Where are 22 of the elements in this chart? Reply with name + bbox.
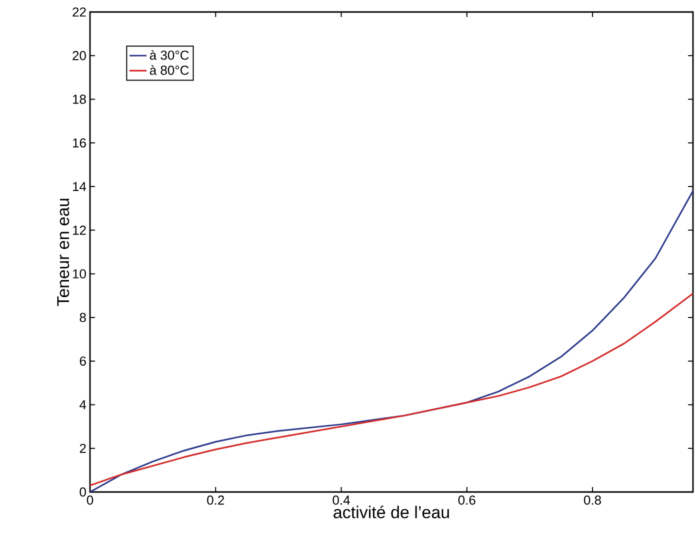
y-tick-label: 18 [72, 94, 86, 104]
y-tick-label: 12 [72, 226, 86, 235]
x-tick-label: 0.6 [458, 496, 476, 505]
y-axis-title: Teneur en eau [57, 198, 70, 306]
legend-label: à 30°C [150, 50, 189, 60]
y-tick-label: 8 [80, 312, 86, 322]
y-tick-label: 22 [72, 7, 86, 17]
y-tick-label: 0 [80, 487, 86, 497]
y-tick-label: 20 [72, 51, 86, 60]
line-series [90, 190, 693, 492]
legend-label: à 80°C [150, 65, 189, 75]
y-tick-label: 6 [80, 356, 86, 366]
x-axis-title: activité de l’eau [334, 506, 449, 518]
y-tick-label: 14 [72, 182, 86, 192]
y-tick-label: 2 [80, 444, 86, 453]
x-tick-label: 0.2 [207, 496, 224, 505]
x-tick-label: 0.8 [584, 496, 601, 505]
y-tick-label: 4 [80, 400, 86, 410]
y-tick-label: 16 [72, 138, 86, 148]
y-tick-label: 10 [72, 269, 86, 278]
x-tick-label: 0 [86, 496, 94, 505]
x-tick-label: 0.4 [332, 496, 350, 505]
